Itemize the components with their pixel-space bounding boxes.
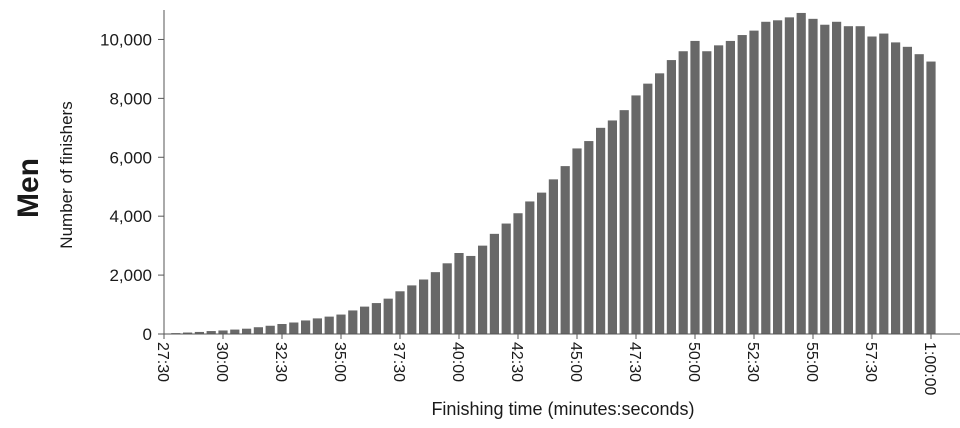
- histogram-bar: [725, 40, 735, 335]
- histogram-bar: [277, 323, 287, 334]
- x-tick-label: 52:30: [744, 342, 761, 382]
- histogram-bar: [548, 179, 558, 334]
- histogram-bar: [430, 272, 440, 334]
- histogram-bar: [324, 316, 334, 334]
- x-tick-label: 30:00: [213, 342, 230, 382]
- histogram-bar: [619, 110, 629, 335]
- histogram-bar: [407, 285, 417, 334]
- histogram-bar: [478, 245, 488, 334]
- histogram-bar: [749, 30, 759, 335]
- histogram-bar: [419, 279, 429, 334]
- histogram-bar: [489, 233, 499, 334]
- x-axis-title: Finishing time (minutes:seconds): [431, 399, 694, 419]
- histogram-bar: [714, 45, 724, 334]
- histogram-bar: [655, 73, 665, 334]
- histogram-bar: [183, 332, 193, 334]
- histogram-bar: [666, 60, 676, 334]
- histogram-bar: [631, 95, 641, 334]
- histogram-bar: [525, 201, 535, 334]
- panel-label: Men: [12, 158, 45, 218]
- histogram-bar: [867, 36, 877, 334]
- y-tick-label: 8,000: [109, 89, 152, 108]
- x-tick-label: 50:00: [685, 342, 702, 382]
- histogram-bar: [395, 291, 405, 334]
- y-tick-label: 2,000: [109, 266, 152, 285]
- histogram-bar: [206, 331, 216, 334]
- histogram-bar: [230, 329, 240, 334]
- y-ticks-layer: 0 2,000 4,000 6,000 8,000 10,000: [100, 30, 164, 344]
- histogram-bar: [902, 46, 912, 334]
- histogram-bar: [784, 17, 794, 335]
- histogram-bar: [348, 310, 358, 334]
- bars-layer: [171, 12, 936, 335]
- histogram-bar: [891, 42, 901, 335]
- histogram-bar: [466, 255, 476, 334]
- histogram-bar: [537, 192, 547, 334]
- histogram-bar: [442, 263, 452, 334]
- y-tick-label: 4,000: [109, 207, 152, 226]
- x-tick-label: 40:00: [449, 342, 466, 382]
- histogram-bar: [843, 26, 853, 334]
- histogram-bar: [773, 20, 783, 335]
- histogram-bar: [194, 331, 204, 334]
- y-tick-label: 0: [143, 325, 152, 344]
- histogram-bar: [336, 314, 346, 334]
- histogram-bar: [607, 120, 617, 334]
- histogram-bar: [289, 322, 299, 334]
- histogram-bar: [242, 328, 252, 334]
- histogram-bar: [808, 18, 818, 335]
- histogram-bar: [218, 330, 228, 334]
- histogram-bar: [312, 318, 322, 334]
- histogram-bar: [371, 303, 381, 334]
- histogram-bar: [383, 298, 393, 334]
- histogram-bar: [832, 21, 842, 335]
- histogram-bar: [360, 306, 370, 334]
- x-tick-label: 55:00: [803, 342, 820, 382]
- histogram-bar: [301, 320, 311, 334]
- x-tick-label: 37:30: [390, 342, 407, 382]
- x-tick-label: 42:30: [508, 342, 525, 382]
- histogram-bar: [737, 35, 747, 334]
- histogram-bar: [678, 51, 688, 335]
- histogram-bar: [560, 166, 570, 334]
- histogram-bar: [926, 61, 936, 335]
- x-ticks-layer: 27:30 30:00 32:30 35:00 37:30 40:00 42:30 45:00…: [154, 334, 938, 395]
- y-tick-label: 10,000: [100, 30, 152, 49]
- histogram-bar: [796, 12, 806, 334]
- histogram-bar: [879, 33, 889, 335]
- histogram-bar: [820, 24, 830, 334]
- x-tick-label: 32:30: [272, 342, 289, 382]
- histogram-bar: [584, 141, 594, 334]
- x-tick-label: 47:30: [626, 342, 643, 382]
- histogram-bar: [690, 40, 700, 335]
- histogram-bar: [855, 26, 865, 334]
- histogram-bar: [253, 327, 263, 334]
- histogram-bar: [702, 51, 712, 335]
- histogram-bar: [454, 253, 464, 334]
- histogram-bar: [596, 127, 606, 334]
- histogram-bar: [914, 54, 924, 335]
- x-tick-label: 1:00:00: [921, 342, 938, 395]
- histogram-bar: [572, 148, 582, 334]
- histogram-bar: [643, 83, 653, 334]
- histogram-bar: [501, 223, 511, 334]
- x-tick-label: 57:30: [862, 342, 879, 382]
- x-tick-label: 45:00: [567, 342, 584, 382]
- x-tick-label: 35:00: [331, 342, 348, 382]
- y-tick-label: 6,000: [109, 148, 152, 167]
- histogram-bar: [513, 213, 523, 334]
- histogram-bar: [265, 325, 275, 334]
- x-tick-label: 27:30: [154, 342, 171, 382]
- histogram-bar: [761, 21, 771, 335]
- y-axis-title: Number of finishers: [57, 101, 76, 248]
